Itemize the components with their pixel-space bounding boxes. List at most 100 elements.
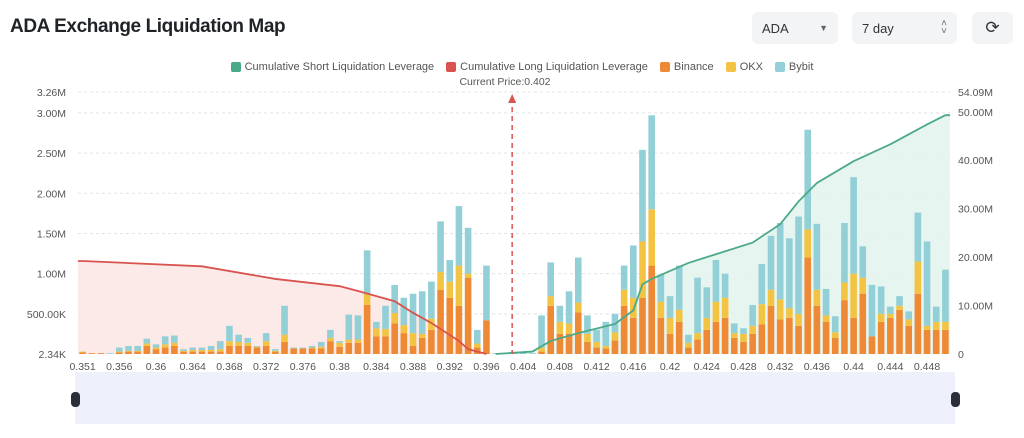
bar-okx <box>308 347 316 349</box>
bar-bybit <box>171 335 178 343</box>
bar-okx <box>400 325 408 334</box>
bar-bybit <box>216 341 224 350</box>
current-price-arrow-icon <box>508 94 517 103</box>
bar-binance <box>730 337 738 354</box>
bar-okx <box>905 319 912 326</box>
bar-okx <box>207 349 215 352</box>
bar-bybit <box>822 288 830 316</box>
bar-binance <box>418 337 426 354</box>
bar-okx <box>345 339 353 343</box>
bar-binance <box>602 348 610 354</box>
bar-okx <box>859 277 867 294</box>
bar-okx <box>116 351 123 353</box>
bar-okx <box>721 297 729 318</box>
bar-okx <box>152 347 160 350</box>
bar-bybit <box>749 304 756 326</box>
x-axis-tick-label: 0.384 <box>363 361 389 373</box>
bar-bybit <box>152 344 160 348</box>
bar-bybit <box>584 315 591 334</box>
bar-binance <box>639 297 646 354</box>
bar-binance <box>428 329 435 354</box>
refresh-button[interactable]: ⟳ <box>972 12 1013 44</box>
bar-binance <box>97 353 105 354</box>
bar-bybit <box>694 277 701 334</box>
bar-okx <box>712 301 720 322</box>
bar-okx <box>272 350 279 352</box>
right-axis-tick-label: 10.00M <box>958 301 993 313</box>
bar-binance <box>180 351 187 354</box>
left-axis-tick-label: 1.00M <box>37 269 66 281</box>
legend-item-long[interactable]: Cumulative Long Liquidation Leverage <box>446 61 648 73</box>
bar-binance <box>409 345 417 354</box>
bar-okx <box>547 296 555 306</box>
period-select[interactable]: 7 day ˄ ˅ <box>852 12 957 44</box>
legend-item-short[interactable]: Cumulative Short Liquidation Leverage <box>230 61 434 73</box>
data-zoom-slider[interactable] <box>75 372 955 424</box>
refresh-icon: ⟳ <box>985 18 1000 37</box>
bar-binance <box>795 325 802 354</box>
bar-bybit <box>363 250 371 294</box>
bar-okx <box>914 261 922 294</box>
legend-item-bybit[interactable]: Bybit <box>774 61 813 73</box>
bar-bybit <box>565 291 573 324</box>
bar-binance <box>354 342 362 354</box>
bar-okx <box>877 313 885 322</box>
bar-binance <box>226 345 233 354</box>
bar-okx <box>446 281 454 298</box>
legend-item-binance[interactable]: Binance <box>659 61 714 73</box>
bar-bybit <box>877 286 885 314</box>
bar-bybit <box>538 315 545 348</box>
bar-okx <box>675 309 683 322</box>
bar-binance <box>565 333 573 354</box>
x-axis-tick-label: 0.424 <box>694 361 720 373</box>
x-axis-tick-label: 0.368 <box>216 361 242 373</box>
bar-binance <box>547 305 555 354</box>
zoom-handle-left[interactable] <box>71 392 80 407</box>
bar-okx <box>831 332 839 338</box>
bar-okx <box>574 302 582 313</box>
bar-okx <box>171 342 178 346</box>
bar-bybit <box>529 353 536 354</box>
bar-okx <box>639 241 646 298</box>
bar-bybit <box>483 265 490 321</box>
bar-binance <box>391 323 398 354</box>
bar-bybit <box>180 349 187 351</box>
bar-bybit <box>437 221 444 273</box>
bar-bybit <box>630 245 637 298</box>
bar-bybit <box>776 223 784 300</box>
bar-okx <box>786 308 793 318</box>
bar-binance <box>253 347 261 354</box>
bar-binance <box>290 348 298 354</box>
bar-bybit <box>905 311 912 320</box>
bar-binance <box>932 329 940 354</box>
bar-okx <box>455 265 463 306</box>
bar-okx <box>235 341 242 346</box>
bar-binance <box>189 351 197 354</box>
bar-bybit <box>207 345 215 350</box>
up-down-chevron-icon: ˄ ˅ <box>941 18 947 37</box>
bar-okx <box>473 343 481 348</box>
legend-item-okx[interactable]: OKX <box>725 61 763 73</box>
bar-binance <box>171 345 178 354</box>
bar-bybit <box>923 241 931 326</box>
bar-okx <box>538 347 545 352</box>
right-axis-tick-label: 54.09M <box>958 87 993 99</box>
long-cumulative-line <box>78 260 487 355</box>
bar-bybit <box>730 323 738 334</box>
bar-okx <box>556 321 564 334</box>
zoom-handle-right[interactable] <box>951 392 960 407</box>
bar-binance <box>804 257 812 354</box>
bar-bybit <box>675 265 683 310</box>
right-axis-tick-label: 20.00M <box>958 252 993 264</box>
legend-label: Binance <box>673 61 714 73</box>
x-axis-tick-label: 0.396 <box>473 361 499 373</box>
bar-bybit <box>253 345 261 347</box>
x-axis-tick-label: 0.404 <box>510 361 536 373</box>
right-axis-tick-label: 50.00M <box>958 107 993 119</box>
legend-swatch <box>446 62 457 72</box>
bar-bybit <box>740 328 747 334</box>
bar-okx <box>584 333 591 342</box>
coin-select[interactable]: ADA ▼ <box>752 12 838 44</box>
bar-binance <box>281 341 288 354</box>
